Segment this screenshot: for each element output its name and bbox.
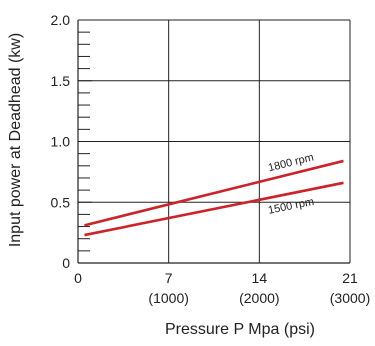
- series-lines: [84, 159, 344, 237]
- y-tick-label-3: 1.5: [51, 73, 71, 89]
- y-tick-label-0: 0: [62, 255, 70, 271]
- y-tick-label-1: 0.5: [51, 194, 71, 210]
- x-tick-sublabel-3: (3000): [330, 290, 370, 306]
- axes: [77, 19, 350, 264]
- series-line-1: [84, 181, 344, 237]
- y-tick-label-2: 1.0: [51, 134, 71, 150]
- x-tick-label-2: 14: [252, 270, 268, 286]
- x-tick-label-1: 7: [165, 270, 173, 286]
- x-tick-label-3: 21: [342, 270, 358, 286]
- x-tick-sublabel-2: (2000): [239, 290, 279, 306]
- y-tick-label-4: 2.0: [51, 12, 71, 28]
- series-label-1: 1500 rpm: [267, 196, 315, 217]
- x-tick-label-0: 0: [74, 270, 82, 286]
- x-axis-title: Pressure P Mpa (psi): [165, 321, 315, 338]
- x-tick-sublabel-1: (1000): [148, 290, 188, 306]
- y-axis-title: Input power at Deadhead (kw): [7, 33, 24, 247]
- grid: [78, 19, 351, 263]
- tick-labels: 0 0.5 1.0 1.5 2.0 0 7 (1000) 14 (2000) 21 (3000): [51, 12, 371, 306]
- series-line-0: [84, 159, 344, 227]
